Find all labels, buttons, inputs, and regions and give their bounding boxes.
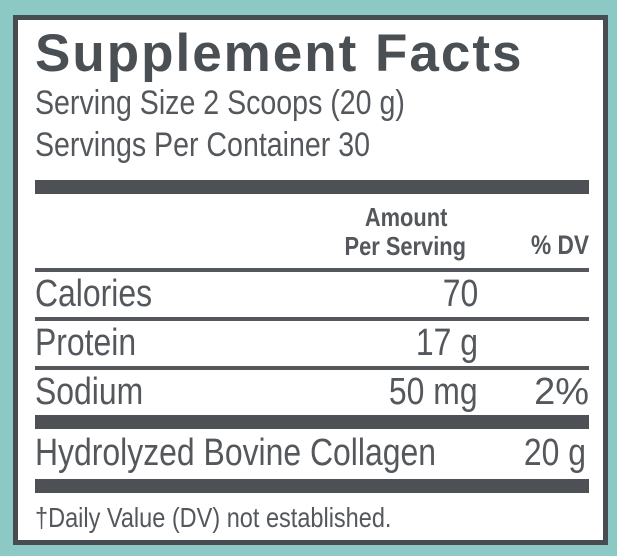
thick-divider-middle — [35, 414, 589, 429]
amount-header-line2: Per Serving — [345, 231, 467, 262]
nutrient-amount: 17 g — [415, 322, 478, 365]
thick-divider-top — [35, 180, 589, 195]
dagger-symbol: † — [586, 429, 617, 457]
supplement-facts-panel: Supplement Facts Serving Size 2 Scoops (… — [13, 15, 608, 545]
footnote-text: †Daily Value (DV) not established. — [35, 501, 392, 533]
thick-divider-bottom — [35, 479, 589, 493]
table-row: Hydrolyzed Bovine Collagen 20 g † — [35, 429, 589, 480]
amount-per-serving-header: Amount Per Serving — [333, 203, 478, 261]
servings-per-container-text: Servings Per Container 30 — [35, 126, 370, 165]
amount-header-line1: Amount — [364, 202, 447, 233]
table-row: Calories 70 — [35, 272, 589, 317]
table-row: Sodium 50 mg 2% — [35, 370, 589, 415]
servings-per-container-line: Servings Per Container 30 — [35, 124, 589, 166]
thin-rule-under-header — [35, 268, 589, 273]
nutrient-amount: 50 mg — [389, 370, 478, 413]
nutrient-name: Sodium — [35, 370, 144, 413]
table-header-row: Amount Per Serving % DV — [35, 194, 589, 268]
serving-size-line: Serving Size 2 Scoops (20 g) — [35, 82, 589, 124]
serving-size-text: Serving Size 2 Scoops (20 g) — [35, 84, 405, 123]
nutrient-name: Hydrolyzed Bovine Collagen — [35, 432, 436, 475]
nutrient-name: Calories — [35, 273, 153, 316]
percent-dv-header: % DV — [531, 230, 589, 261]
thin-rule — [35, 317, 589, 322]
thin-rule — [35, 366, 589, 370]
nutrient-amount: 70 — [442, 273, 478, 316]
nutrient-amount: 20 g — [524, 432, 587, 475]
title: Supplement Facts — [35, 24, 524, 83]
nutrient-name: Protein — [35, 322, 137, 365]
nutrient-dv: 2% — [534, 370, 589, 413]
footnote: †Daily Value (DV) not established. — [35, 502, 589, 534]
table-row: Protein 17 g — [35, 321, 589, 366]
